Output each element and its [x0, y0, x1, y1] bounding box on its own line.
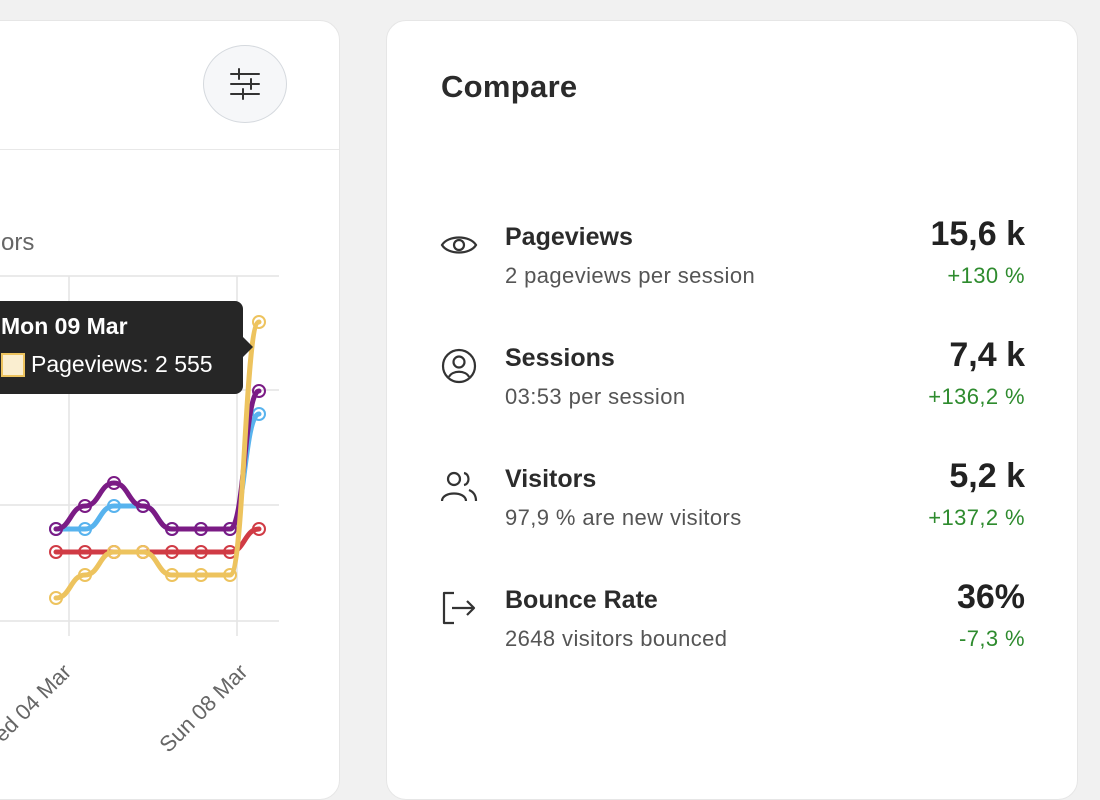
filter-settings-button[interactable]: [203, 45, 287, 123]
data-point: [165, 522, 179, 536]
metric-change: +137,2 %: [928, 505, 1025, 530]
tooltip-series-value: Pageviews: 2 555: [31, 351, 213, 377]
data-point: [252, 522, 266, 536]
compare-title: Compare: [441, 69, 578, 104]
data-point: [252, 315, 266, 329]
data-point: [49, 522, 63, 536]
metric-visitors: Visitors 97,9 % are new visitors 5,2 k +…: [439, 457, 1025, 555]
sliders-icon: [230, 68, 260, 100]
data-point: [223, 522, 237, 536]
data-point: [136, 545, 150, 559]
card-header-divider: [0, 149, 339, 150]
tooltip-title: Mon 09 Mar: [1, 313, 128, 339]
data-point: [107, 499, 121, 513]
metric-label: Sessions: [505, 344, 615, 372]
data-point: [78, 522, 92, 536]
logout-icon: [442, 591, 476, 625]
chart-tooltip: Mon 09 Mar Pageviews: 2 555: [0, 301, 253, 394]
metric-subtitle: 97,9 % are new visitors: [505, 505, 742, 530]
series-line: [53, 526, 262, 555]
metric-pageviews: Pageviews 2 pageviews per session 15,6 k…: [439, 215, 1025, 313]
data-point: [223, 568, 237, 582]
metric-value: 7,4 k: [949, 336, 1025, 374]
user-circle-icon: [441, 348, 477, 384]
traffic-chart-card: ors Wed 04 Mar Sun 08 Mar Mon 09 Mar Pag…: [0, 20, 340, 800]
data-point: [49, 545, 63, 559]
data-point: [194, 568, 208, 582]
metric-subtitle: 03:53 per session: [505, 384, 686, 409]
data-point: [78, 568, 92, 582]
line-chart: [0, 275, 279, 636]
metric-label: Pageviews: [505, 223, 633, 251]
metric-sessions: Sessions 03:53 per session 7,4 k +136,2 …: [439, 336, 1025, 434]
metric-label: Visitors: [505, 465, 597, 493]
metric-value: 5,2 k: [949, 457, 1025, 495]
data-point: [194, 545, 208, 559]
users-icon: [440, 471, 478, 502]
data-point: [252, 384, 266, 398]
chart-legend-label: ors: [1, 229, 35, 256]
data-point: [194, 522, 208, 536]
metric-subtitle: 2 pageviews per session: [505, 263, 756, 288]
data-point: [165, 568, 179, 582]
eye-icon: [440, 236, 478, 254]
data-point: [252, 407, 266, 421]
metric-change: +130 %: [947, 263, 1025, 288]
data-point: [136, 499, 150, 513]
data-point: [107, 476, 121, 490]
data-point: [165, 545, 179, 559]
metric-subtitle: 2648 visitors bounced: [505, 626, 728, 651]
metric-change: -7,3 %: [959, 626, 1025, 651]
series-line: [53, 319, 262, 601]
tooltip-series-row: Pageviews: 2 555: [1, 351, 229, 378]
metric-change: +136,2 %: [928, 384, 1025, 409]
data-point: [49, 591, 63, 605]
metric-value: 15,6 k: [930, 215, 1025, 253]
metric-bounce-rate: Bounce Rate 2648 visitors bounced 36% -7…: [439, 578, 1025, 676]
data-point: [78, 545, 92, 559]
compare-card: Compare Pageviews 2 pageviews per sessio…: [386, 20, 1078, 800]
series-line: [53, 388, 262, 532]
data-point: [107, 545, 121, 559]
metric-label: Bounce Rate: [505, 586, 658, 614]
data-point: [78, 499, 92, 513]
metric-value: 36%: [956, 578, 1025, 616]
tooltip-color-swatch: [1, 352, 25, 377]
